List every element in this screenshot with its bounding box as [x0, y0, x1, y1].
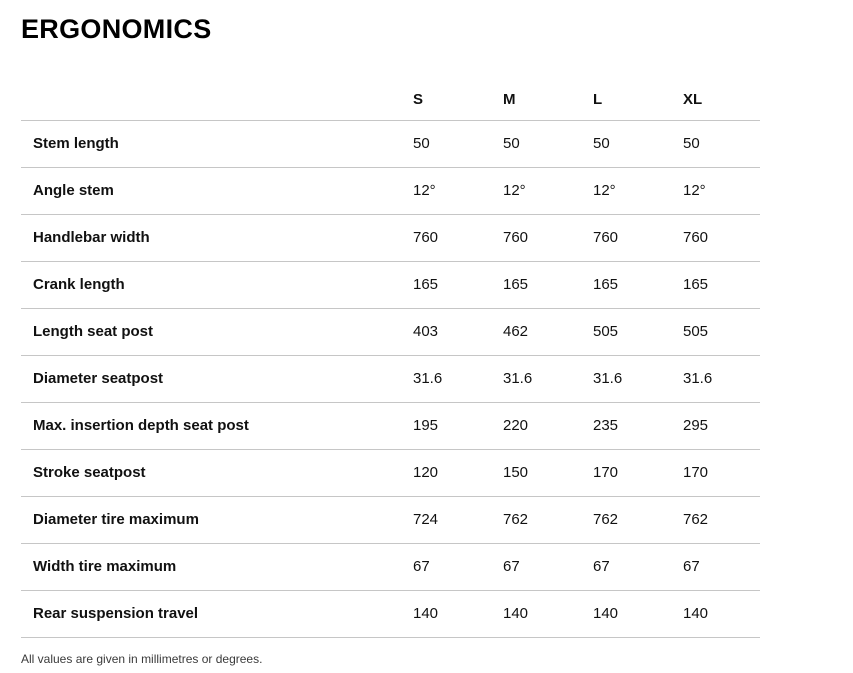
- spec-value-l: 12°: [593, 182, 616, 199]
- spec-label: Diameter seatpost: [33, 370, 164, 387]
- spec-value-m: 760: [503, 229, 529, 246]
- spec-label: Diameter tire maximum: [33, 511, 199, 528]
- spec-value-l: 140: [593, 605, 619, 622]
- table-row: Stem length 50 50 50 50: [21, 120, 760, 167]
- units-footnote: All values are given in millimetres or d…: [21, 651, 263, 666]
- spec-label: Length seat post: [33, 323, 154, 340]
- spec-value-m: 220: [503, 417, 529, 434]
- spec-value-l: 762: [593, 511, 619, 528]
- spec-value-l: 165: [593, 276, 619, 293]
- table-row: Diameter seatpost 31.6 31.6 31.6 31.6: [21, 355, 760, 402]
- spec-value-s: 67: [413, 558, 430, 575]
- size-column-header-xl: XL: [681, 80, 760, 121]
- table-row: Width tire maximum 67 67 67 67: [21, 543, 760, 590]
- spec-label: Rear suspension travel: [33, 605, 199, 622]
- spec-label: Max. insertion depth seat post: [33, 417, 249, 434]
- spec-label: Stroke seatpost: [33, 464, 146, 481]
- spec-value-s: 140: [413, 605, 439, 622]
- page-title: ERGONOMICS: [21, 14, 212, 44]
- ergonomics-table: S M L XL Stem length 50 50 50 50 Angle stem…: [21, 80, 760, 638]
- spec-value-m: 165: [503, 276, 529, 293]
- spec-value-xl: 295: [683, 417, 709, 434]
- spec-value-s: 403: [413, 323, 439, 340]
- spec-value-l: 505: [593, 323, 619, 340]
- spec-value-l: 67: [593, 558, 610, 575]
- table-row: Angle stem 12° 12° 12° 12°: [21, 167, 760, 214]
- spec-value-m: 50: [503, 135, 520, 152]
- spec-label: Handlebar width: [33, 229, 150, 246]
- spec-value-s: 50: [413, 135, 430, 152]
- spec-value-xl: 140: [683, 605, 709, 622]
- spec-value-l: 31.6: [593, 370, 623, 387]
- spec-value-xl: 762: [683, 511, 709, 528]
- spec-value-xl: 12°: [683, 182, 706, 199]
- spec-value-m: 140: [503, 605, 529, 622]
- table-row: Diameter tire maximum 724 762 762 762: [21, 496, 760, 543]
- spec-value-m: 762: [503, 511, 529, 528]
- spec-label: Width tire maximum: [33, 558, 177, 575]
- spec-column-header: [21, 80, 411, 121]
- spec-value-s: 724: [413, 511, 439, 528]
- size-column-header-m: M: [501, 80, 591, 121]
- spec-value-l: 50: [593, 135, 610, 152]
- spec-value-m: 12°: [503, 182, 526, 199]
- spec-value-l: 170: [593, 464, 619, 481]
- spec-value-s: 195: [413, 417, 439, 434]
- spec-label: Angle stem: [33, 182, 114, 199]
- spec-value-xl: 760: [683, 229, 709, 246]
- table-row: Length seat post 403 462 505 505: [21, 308, 760, 355]
- spec-value-l: 235: [593, 417, 619, 434]
- table-row: Max. insertion depth seat post 195 220 2…: [21, 402, 760, 449]
- spec-value-m: 31.6: [503, 370, 533, 387]
- spec-value-xl: 31.6: [683, 370, 713, 387]
- table-row: Crank length 165 165 165 165: [21, 261, 760, 308]
- spec-value-xl: 505: [683, 323, 709, 340]
- size-column-header-l: L: [591, 80, 681, 121]
- spec-value-s: 31.6: [413, 370, 443, 387]
- header-row: S M L XL: [21, 80, 760, 121]
- spec-value-s: 120: [413, 464, 439, 481]
- table-row: Stroke seatpost 120 150 170 170: [21, 449, 760, 496]
- spec-value-s: 165: [413, 276, 439, 293]
- table-row: Rear suspension travel 140 140 140 140: [21, 590, 760, 637]
- spec-label: Stem length: [33, 135, 119, 152]
- table-row: Handlebar width 760 760 760 760: [21, 214, 760, 261]
- spec-value-s: 12°: [413, 182, 436, 199]
- size-column-header-s: S: [411, 80, 501, 121]
- spec-value-m: 150: [503, 464, 529, 481]
- spec-value-xl: 165: [683, 276, 709, 293]
- spec-value-s: 760: [413, 229, 439, 246]
- spec-value-xl: 170: [683, 464, 709, 481]
- spec-value-m: 462: [503, 323, 529, 340]
- spec-value-m: 67: [503, 558, 520, 575]
- spec-value-xl: 50: [683, 135, 700, 152]
- spec-label: Crank length: [33, 276, 125, 293]
- spec-value-xl: 67: [683, 558, 700, 575]
- spec-value-l: 760: [593, 229, 619, 246]
